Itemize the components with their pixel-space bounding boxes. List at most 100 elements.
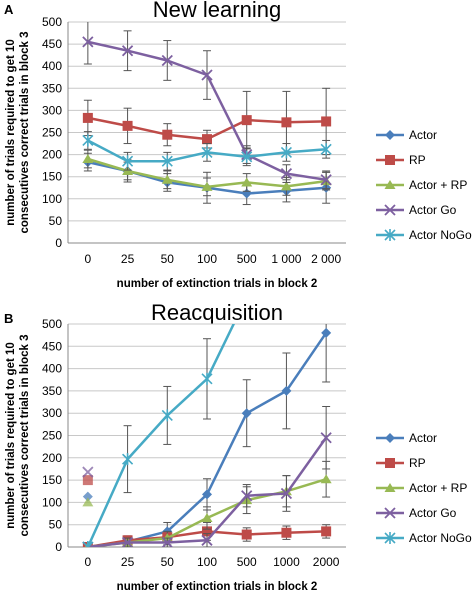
data-point (122, 120, 133, 131)
y-tick-label: 400 (42, 59, 62, 73)
y-tick-label: 50 (49, 214, 63, 228)
data-point (280, 181, 292, 191)
y-tick-label: 350 (42, 384, 62, 398)
data-point (162, 129, 173, 140)
legend-label: Actor (409, 128, 437, 142)
outlier-points (82, 466, 94, 507)
legend-label: RP (409, 456, 426, 470)
data-point (201, 372, 213, 385)
legend-label: Actor (409, 431, 437, 445)
legend-swatch-marker (384, 483, 396, 492)
y-tick-label: 200 (42, 451, 62, 465)
legend: Actor RP Actor + RP Actor Go Actor NoGo (376, 128, 472, 242)
legend-swatch-marker (384, 532, 396, 544)
data-point (241, 408, 252, 419)
legend-label: Actor Go (409, 506, 457, 520)
outlier-point (82, 466, 94, 478)
legend-label: RP (409, 153, 426, 167)
legend-swatch-marker (384, 507, 396, 519)
x-tick-label: 100 (197, 555, 217, 569)
data-point (281, 385, 292, 396)
x-axis-title: number of extinction trials in block 2 (117, 278, 318, 290)
data-point (202, 134, 212, 145)
y-tick-label: 250 (42, 429, 62, 443)
outlier-point (82, 475, 93, 486)
series-actor-go (82, 22, 332, 190)
legend-item-actor: Actor (376, 128, 437, 142)
series-actor-go (82, 406, 332, 547)
x-tick-label: 25 (121, 555, 135, 569)
y-tick-label: 100 (42, 192, 62, 206)
y-tick-label: 50 (49, 518, 63, 532)
x-axis-title: number of extinction trials in block 2 (117, 581, 318, 593)
data-point (201, 181, 213, 191)
x-tick-label: 500 (237, 555, 257, 569)
y-tick-label: 100 (42, 495, 62, 509)
data-point (241, 177, 253, 187)
data-point (161, 536, 173, 547)
data-point (202, 526, 212, 537)
data-point (82, 134, 94, 147)
legend-swatch-marker (385, 433, 395, 443)
legend-item-actor-rp: Actor + RP (376, 481, 467, 495)
legend: Actor RP Actor + RP Actor Go Actor NoGo (376, 431, 472, 545)
outlier-point (82, 497, 94, 507)
panel-a: A New learning050100150200250300350400450… (4, 0, 472, 290)
data-point (320, 474, 332, 484)
chart-title: New learning (153, 0, 281, 22)
data-point (320, 174, 332, 186)
data-point (161, 409, 173, 422)
series-rp (82, 87, 332, 156)
data-point (241, 529, 252, 540)
data-point (241, 115, 252, 126)
data-point (280, 167, 293, 180)
y-axis-title-line-2: consecutives correct trials in block 3 (19, 32, 31, 234)
data-point (321, 116, 332, 127)
data-point (280, 146, 292, 159)
x-tick-label: 100 (197, 252, 217, 266)
legend-label: Actor Go (409, 203, 457, 217)
panel-label: B (4, 311, 13, 326)
plot-area (82, 22, 332, 206)
legend-item-actor-nogo: Actor NoGo (376, 228, 472, 242)
legend-label: Actor NoGo (409, 531, 472, 545)
y-tick-label: 450 (42, 37, 62, 51)
data-point (201, 146, 213, 159)
legend-swatch-marker (384, 180, 396, 189)
legend-item-actor-go: Actor Go (376, 506, 457, 520)
legend-item-rp: RP (376, 153, 426, 167)
legend-swatch-marker (384, 229, 396, 241)
x-tick-label: 0 (85, 555, 92, 569)
panel-label: A (4, 2, 14, 17)
data-point (122, 453, 134, 466)
x-tick-label: 0 (85, 252, 92, 266)
data-point (281, 527, 292, 538)
x-tick-label: 1000 (273, 555, 300, 569)
plot-area (82, 324, 332, 547)
data-point (122, 155, 134, 168)
data-point (161, 155, 173, 168)
data-point (121, 45, 134, 57)
y-tick-label: 150 (42, 473, 62, 487)
data-point (82, 112, 93, 123)
series-actor-rp (82, 149, 332, 197)
y-tick-label: 500 (42, 15, 62, 29)
x-tick-label: 50 (161, 555, 175, 569)
x-tick-label: 2000 (313, 555, 340, 569)
y-tick-label: 350 (42, 81, 62, 95)
data-point (161, 174, 173, 184)
x-tick-label: 500 (237, 252, 257, 266)
data-point (241, 150, 253, 163)
outlier-point (82, 491, 93, 502)
y-axis-title-line-1: number of trials required to get 10 (5, 39, 17, 226)
data-point (121, 536, 134, 547)
data-point (241, 490, 253, 502)
y-axis-title-line-2: consecutives correct trials in block 3 (19, 335, 31, 537)
data-point (320, 432, 332, 444)
x-tick-label: 1 000 (271, 252, 301, 266)
y-tick-label: 0 (55, 236, 62, 250)
legend-item-actor-rp: Actor + RP (376, 178, 467, 192)
y-tick-label: 300 (42, 406, 62, 420)
data-point (82, 36, 94, 48)
